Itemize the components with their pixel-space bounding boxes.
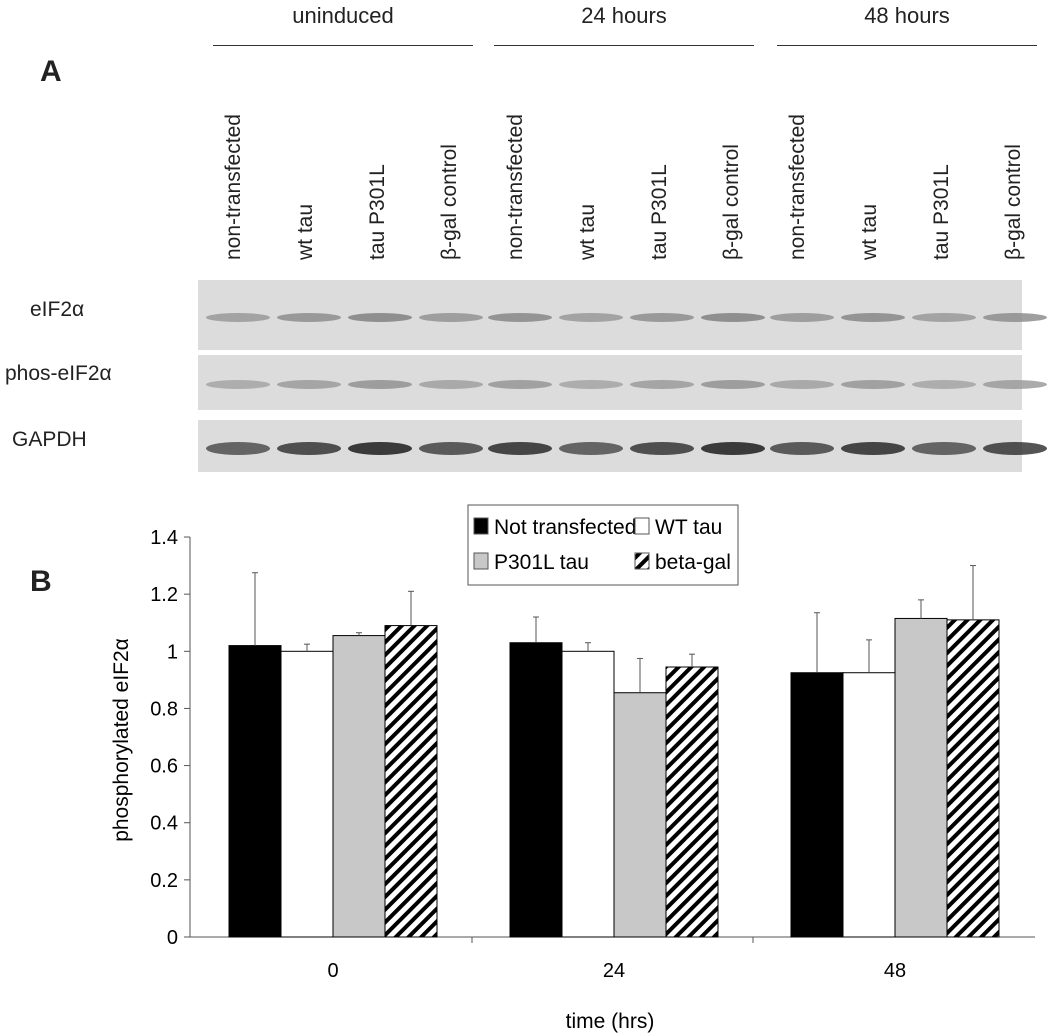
bar-wt-tau	[280, 650, 334, 938]
blot-band	[206, 312, 270, 322]
blot-band	[559, 312, 623, 322]
blot-band	[912, 441, 976, 455]
blot-band	[701, 441, 765, 455]
legend-swatch	[634, 517, 650, 535]
group-label: 24 hours	[581, 3, 667, 28]
bar-chart: phosphorylated eIF2α time (hrs) 0 0.2 0.4 0…	[110, 504, 1035, 1033]
legend-swatch	[473, 517, 489, 535]
blot-row-label: GAPDH	[12, 428, 87, 451]
blot-band	[348, 441, 412, 455]
blot-band	[277, 380, 341, 389]
legend-swatch	[473, 552, 489, 570]
lane-label: non-transfected	[222, 114, 245, 260]
blot-row-label: phos-eIF2α	[5, 362, 112, 385]
blot-panel	[198, 420, 1047, 472]
x-tick-label: 24	[603, 960, 625, 982]
lane-label: wt tau	[576, 203, 599, 260]
lane-label: wt tau	[294, 203, 317, 260]
blot-band	[770, 441, 834, 455]
bar-beta-gal	[384, 625, 438, 938]
panel-a-letter: A	[40, 55, 62, 88]
blot-band	[841, 380, 905, 389]
bar-not-transfected	[790, 672, 844, 938]
blot-band	[770, 312, 834, 322]
x-tick-label: 48	[884, 960, 906, 982]
group-label: uninduced	[292, 3, 394, 28]
bar-wt-tau	[561, 650, 615, 938]
y-tick-label: 0.4	[150, 813, 178, 835]
blot-band	[559, 441, 623, 455]
lane-label: tau P301L	[366, 164, 389, 260]
blot-band	[701, 312, 765, 322]
panel-b-letter: B	[30, 565, 52, 598]
blot-band	[912, 380, 976, 389]
blot-band	[559, 380, 623, 389]
bar-beta-gal	[665, 666, 719, 938]
blot-band	[983, 380, 1047, 389]
bar-beta-gal	[946, 619, 1000, 938]
blot-band	[841, 312, 905, 322]
group-label: 48 hours	[864, 3, 950, 28]
lane-label: β-gal control	[438, 144, 461, 260]
blot-row-label: eIF2α	[30, 298, 85, 321]
blot-panel	[198, 280, 1047, 350]
bar-p301l-tau	[613, 692, 667, 938]
blot-band	[701, 380, 765, 389]
blot-band	[277, 312, 341, 322]
blot-band	[348, 312, 412, 322]
lane-label: non-transfected	[504, 114, 527, 260]
legend-label: WT tau	[655, 516, 722, 539]
blot-band	[488, 312, 552, 322]
blot-panel	[198, 355, 1047, 410]
y-axis-label: phosphorylated eIF2α	[110, 638, 133, 842]
legend-label: Not transfected	[494, 516, 636, 539]
x-tick-label: 0	[327, 960, 338, 982]
bar-p301l-tau	[332, 635, 386, 938]
lane-label: β-gal control	[720, 144, 743, 260]
group-line	[777, 45, 1037, 46]
blot-band	[983, 441, 1047, 455]
y-tick-label: 0.8	[150, 698, 178, 720]
blot-band	[488, 380, 552, 389]
y-tick-label: 0.6	[150, 756, 178, 778]
blot-band	[419, 441, 483, 455]
blot-band	[206, 380, 270, 389]
legend	[467, 504, 739, 586]
group-line	[213, 45, 473, 46]
blot-band	[419, 380, 483, 389]
blot-band	[419, 312, 483, 322]
blot-band	[630, 441, 694, 455]
bar-p301l-tau	[894, 617, 948, 938]
blot-band	[348, 380, 412, 389]
blot-band	[488, 441, 552, 455]
blot-band	[630, 380, 694, 389]
blot-band	[277, 441, 341, 455]
lane-label: β-gal control	[1002, 144, 1025, 260]
lane-label: non-transfected	[786, 114, 809, 260]
blot-band	[983, 312, 1047, 322]
blot-band	[841, 441, 905, 455]
blot-band	[206, 441, 270, 455]
y-tick-label: 1.4	[150, 527, 178, 549]
y-tick-label: 1	[167, 641, 178, 663]
x-axis-label: time (hrs)	[566, 1010, 655, 1033]
lane-label: wt tau	[858, 203, 881, 260]
lane-label: tau P301L	[930, 164, 953, 260]
legend-label: P301L tau	[494, 551, 589, 574]
blot-band	[770, 380, 834, 389]
blot-band	[630, 312, 694, 322]
group-line	[494, 45, 754, 46]
lane-label: tau P301L	[648, 164, 671, 260]
bar-wt-tau	[842, 672, 896, 938]
bar-not-transfected	[509, 642, 563, 938]
y-tick-label: 0	[167, 927, 178, 949]
legend-swatch	[634, 552, 650, 570]
blot-band	[912, 312, 976, 322]
y-tick-label: 0.2	[150, 870, 178, 892]
y-tick-label: 1.2	[150, 584, 178, 606]
legend-label: beta-gal	[655, 551, 731, 574]
bar-not-transfected	[228, 645, 282, 938]
